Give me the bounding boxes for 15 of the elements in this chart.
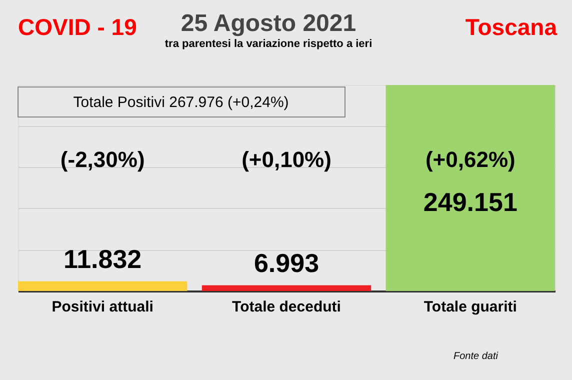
text: COVID - 19 [18,14,137,40]
annotation: (-2,30%) [60,147,145,172]
data-label: 6.993 [254,248,320,278]
x-tick-label: Positivi attuali [52,298,154,316]
annotation: Totale Positivi 267.976 (+0,24%) [73,94,289,111]
x-tick-label: Totale guariti [424,298,517,316]
data-label: 249.151 [423,187,518,217]
chart-title: 25 Agosto 2021 [180,10,356,37]
annotation: (+0,10%) [242,147,332,172]
text: Toscana [465,14,558,40]
x-tick-label: Totale deceduti [232,298,341,316]
chart-subtitle: tra parentesi la variazione rispetto a ieri [164,38,372,50]
data-label: 11.832 [64,244,142,274]
source-note: Fonte dati [454,351,499,362]
annotation: (+0,62%) [425,147,516,172]
